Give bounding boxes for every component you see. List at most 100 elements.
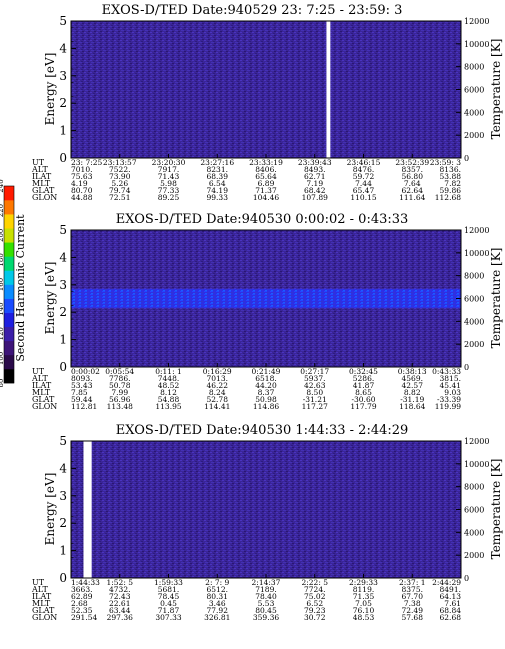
ephemeris-cell: 62.64 (402, 186, 424, 195)
ephemeris-cell: 57.68 (402, 613, 424, 622)
colorbar-swatch (4, 284, 14, 299)
ephemeris-cell: 59.86 (440, 186, 462, 195)
ephemeris-row-label: GLON (32, 193, 57, 202)
ephemeris-cell: 5.53 (258, 599, 275, 608)
ephemeris-cell: 5286. (353, 374, 374, 383)
ephemeris-cell: 48.52 (158, 381, 180, 390)
colorbar-swatch (4, 228, 14, 243)
panel-1-spectrogram (70, 20, 462, 159)
ephemeris-cell: 99.33 (207, 193, 229, 202)
ephemeris-cell: 110.15 (350, 193, 376, 202)
ephemeris-row-label: UT (32, 158, 45, 167)
left-tick-label: 4 (59, 250, 67, 264)
ephemeris-cell: 54.88 (158, 395, 180, 404)
ephemeris-row-label: ALT (31, 585, 48, 594)
ephemeris-cell: 3815. (440, 374, 461, 383)
ephemeris-cell: 307.33 (155, 613, 181, 622)
ephemeris-cell: 71.87 (158, 606, 180, 615)
ephemeris-cell: 7.44 (355, 179, 372, 188)
ephemeris-cell: 5681. (158, 585, 179, 594)
right-tick-label: 10000 (464, 249, 489, 258)
ephemeris-cell: 0.45 (160, 599, 177, 608)
colorbar-tick-label: 140 (0, 302, 5, 315)
left-tick-label: 1 (59, 124, 67, 138)
left-tick-label: 3 (59, 278, 67, 292)
ephemeris-cell: 89.25 (158, 193, 180, 202)
ephemeris-row-label: MLT (32, 388, 51, 397)
ephemeris-cell: 8476. (353, 165, 374, 174)
ephemeris-cell: 7.64 (404, 179, 421, 188)
right-tick-label: 0 (464, 154, 469, 163)
ephemeris-cell: 45.41 (440, 381, 461, 390)
ephemeris-cell: 22.61 (109, 599, 130, 608)
colorbar-swatch (4, 242, 14, 257)
ephemeris-cell: 52.35 (71, 606, 93, 615)
right-tick-label: 12000 (464, 437, 489, 446)
ephemeris-row-label: GLON (32, 402, 57, 411)
right-tick-label: 12000 (464, 226, 489, 235)
colorbar-tick-label: 120 (0, 327, 5, 340)
ephemeris-row-label: ILAT (32, 172, 52, 181)
ephemeris-cell: 8136. (440, 165, 461, 174)
ephemeris-cell: 75.02 (304, 592, 326, 601)
colorbar-tick-label: 240 (0, 179, 5, 192)
ephemeris-cell: 59.72 (353, 172, 375, 181)
ephemeris-cell: 112.81 (71, 402, 97, 411)
panel-3-ylabel: Energy [eV] (43, 473, 57, 546)
ephemeris-cell: 7724. (304, 585, 325, 594)
ephemeris-cell: 0:43:33 (432, 367, 461, 376)
ephemeris-row-label: GLAT (32, 606, 55, 615)
ephemeris-cell: 75.63 (71, 172, 93, 181)
ephemeris-cell: -31.19 (400, 395, 424, 404)
ephemeris-cell: 42.57 (402, 381, 424, 390)
left-tick-label: 4 (59, 461, 67, 475)
ephemeris-cell: 23:39:43 (298, 158, 332, 167)
right-tick-label: 2000 (464, 340, 484, 349)
ephemeris-cell: 0:27:17 (300, 367, 329, 376)
ephemeris-cell: 7.99 (111, 388, 128, 397)
ephemeris-cell: 7448. (158, 374, 179, 383)
ephemeris-cell: 7786. (109, 374, 130, 383)
panel-1: EXOS-D/TED Date:940529 23: 7:25 - 23:59:… (31, 3, 503, 202)
colorbar-swatch (4, 186, 14, 201)
ephemeris-cell: 118.64 (399, 402, 425, 411)
ephemeris-cell: 326.81 (204, 613, 230, 622)
ephemeris-cell: 119.99 (435, 402, 461, 411)
ephemeris-cell: 7.82 (444, 179, 461, 188)
ephemeris-cell: 8.82 (404, 388, 421, 397)
ephemeris-cell: 71.35 (353, 592, 375, 601)
ephemeris-cell: 3.46 (209, 599, 226, 608)
panel-2-title: EXOS-D/TED Date:940530 0:00:02 - 0:43:33 (116, 212, 409, 227)
panel-1-ylabel: Energy [eV] (43, 53, 57, 126)
ephemeris-cell: 76.10 (353, 606, 375, 615)
ephemeris-row-label: UT (32, 367, 45, 376)
ephemeris-cell: 68.39 (207, 172, 229, 181)
ephemeris-cell: 67.70 (402, 592, 424, 601)
ephemeris-cell: 2:29:33 (349, 578, 378, 587)
colorbar-tick-label: 200 (0, 229, 5, 242)
colorbar-swatch (4, 214, 14, 229)
ephemeris-cell: 7.61 (444, 599, 461, 608)
ephemeris-cell: 4569. (402, 374, 423, 383)
ephemeris-row-label: MLT (32, 599, 51, 608)
ephemeris-cell: 2:37: 1 (399, 578, 426, 587)
ephemeris-cell: 5.98 (160, 179, 177, 188)
right-tick-label: 4000 (464, 108, 484, 117)
ephemeris-cell: 0:05:54 (105, 367, 134, 376)
ephemeris-cell: 23:52:39 (395, 158, 429, 167)
right-tick-label: 4000 (464, 317, 484, 326)
right-tick-label: 10000 (464, 460, 489, 469)
ephemeris-cell: 80.31 (207, 592, 228, 601)
ephemeris-cell: 8.37 (258, 388, 275, 397)
right-tick-label: 6000 (464, 86, 484, 95)
ephemeris-cell: 7917. (158, 165, 179, 174)
ephemeris-cell: 291.54 (71, 613, 97, 622)
ephemeris-cell: 107.89 (302, 193, 328, 202)
ephemeris-cell: 114.41 (204, 402, 230, 411)
ephemeris-cell: 2: 7: 9 (205, 578, 229, 587)
ephemeris-cell: 5.26 (111, 179, 128, 188)
colorbar-swatch (4, 326, 14, 342)
ephemeris-cell: 23:27:16 (200, 158, 234, 167)
ephemeris-cell: 46.22 (207, 381, 229, 390)
